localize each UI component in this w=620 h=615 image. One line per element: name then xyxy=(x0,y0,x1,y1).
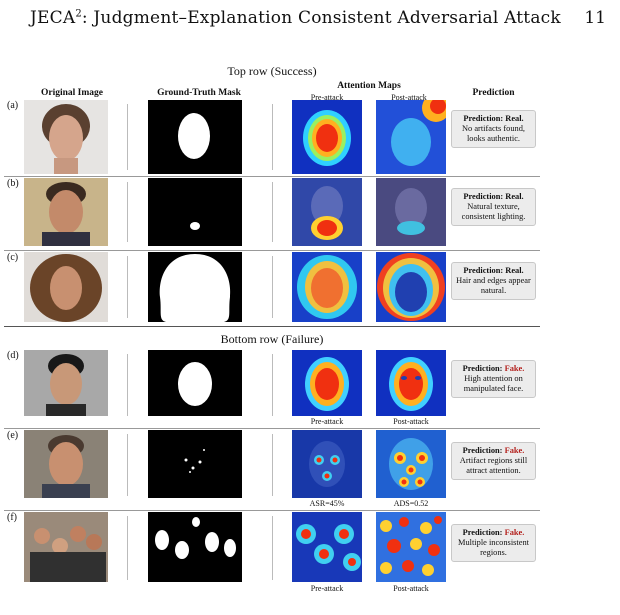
figure: Top row (Success) Original Image Ground-… xyxy=(4,62,540,595)
running-title: JECA2: Judgment–Explanation Consistent A… xyxy=(30,8,561,28)
attention-post xyxy=(376,178,446,246)
below-pre: ASR=45% xyxy=(309,499,345,508)
sub-post: Post-attack xyxy=(391,93,427,102)
row-f: (f) Pre-attack Post-attack Prediction: F… xyxy=(4,512,540,594)
bottom-section-title: Bottom row (Failure) xyxy=(220,332,324,346)
attention-pre xyxy=(292,430,362,498)
attention-pre xyxy=(292,512,362,582)
row-d: (d) Pre-attack Post-attack Prediction: F… xyxy=(4,350,540,426)
col-mask: Ground-Truth Mask xyxy=(157,88,241,98)
mask-image xyxy=(148,100,242,174)
row-label: (e) xyxy=(7,430,19,441)
page-header: JECA2: Judgment–Explanation Consistent A… xyxy=(0,8,620,34)
row-b: (b) Prediction: Real. Natural texture, co… xyxy=(4,178,540,248)
attention-post xyxy=(376,512,446,582)
mask-image xyxy=(148,350,242,416)
col-original: Original Image xyxy=(40,88,103,98)
row-e: (e) ASR=45% ADS=0.52 Prediction: Fake. Ar… xyxy=(4,430,540,508)
attention-post xyxy=(376,430,446,498)
row-label: (d) xyxy=(7,350,19,361)
attention-pre xyxy=(292,100,362,174)
row-label: (a) xyxy=(7,100,19,111)
mask-image xyxy=(148,430,242,498)
face-image xyxy=(24,512,108,582)
attention-pre xyxy=(292,350,362,416)
mask-image xyxy=(148,512,242,582)
attention-pre xyxy=(292,178,362,246)
prediction-box: Prediction: Real. No artifacts found, loo… xyxy=(451,110,536,148)
face-image xyxy=(24,100,108,174)
below-post: Post-attack xyxy=(393,584,429,593)
sub-pre: Pre-attack xyxy=(310,93,344,102)
col-prediction: Prediction xyxy=(472,88,515,98)
below-post: ADS=0.52 xyxy=(393,499,429,508)
row-label: (b) xyxy=(7,178,19,189)
face-image xyxy=(24,252,108,322)
col-attention: Attention Maps xyxy=(337,81,401,91)
prediction-box: Prediction: Fake. Artifact regions still … xyxy=(451,442,536,480)
mask-image xyxy=(148,178,242,246)
attention-pre xyxy=(292,252,362,322)
prediction-box: Prediction: Fake. Multiple inconsistent r… xyxy=(451,524,536,562)
attention-post xyxy=(376,350,446,416)
below-pre: Pre-attack xyxy=(310,584,344,593)
attention-post xyxy=(376,100,446,174)
face-image xyxy=(24,350,108,416)
attention-post xyxy=(376,252,446,322)
prediction-box: Prediction: Real. Natural texture, consis… xyxy=(451,188,536,226)
face-image xyxy=(24,430,108,498)
prediction-box: Prediction: Real. Hair and edges appear n… xyxy=(451,262,536,300)
below-post: Post-attack xyxy=(393,417,429,426)
prediction-box: Prediction: Fake. High attention on manip… xyxy=(451,360,536,398)
below-pre: Pre-attack xyxy=(310,417,344,426)
row-label: (c) xyxy=(7,252,19,263)
row-a: (a) Prediction: Real. No artifacts found,… xyxy=(4,100,540,174)
mask-image xyxy=(148,252,242,322)
row-label: (f) xyxy=(7,512,17,523)
top-section-title: Top row (Success) xyxy=(227,64,317,78)
row-c: (c) Prediction: Real. Hair and edges appe… xyxy=(4,252,540,324)
page-number: 11 xyxy=(584,8,606,28)
face-image xyxy=(24,178,108,246)
